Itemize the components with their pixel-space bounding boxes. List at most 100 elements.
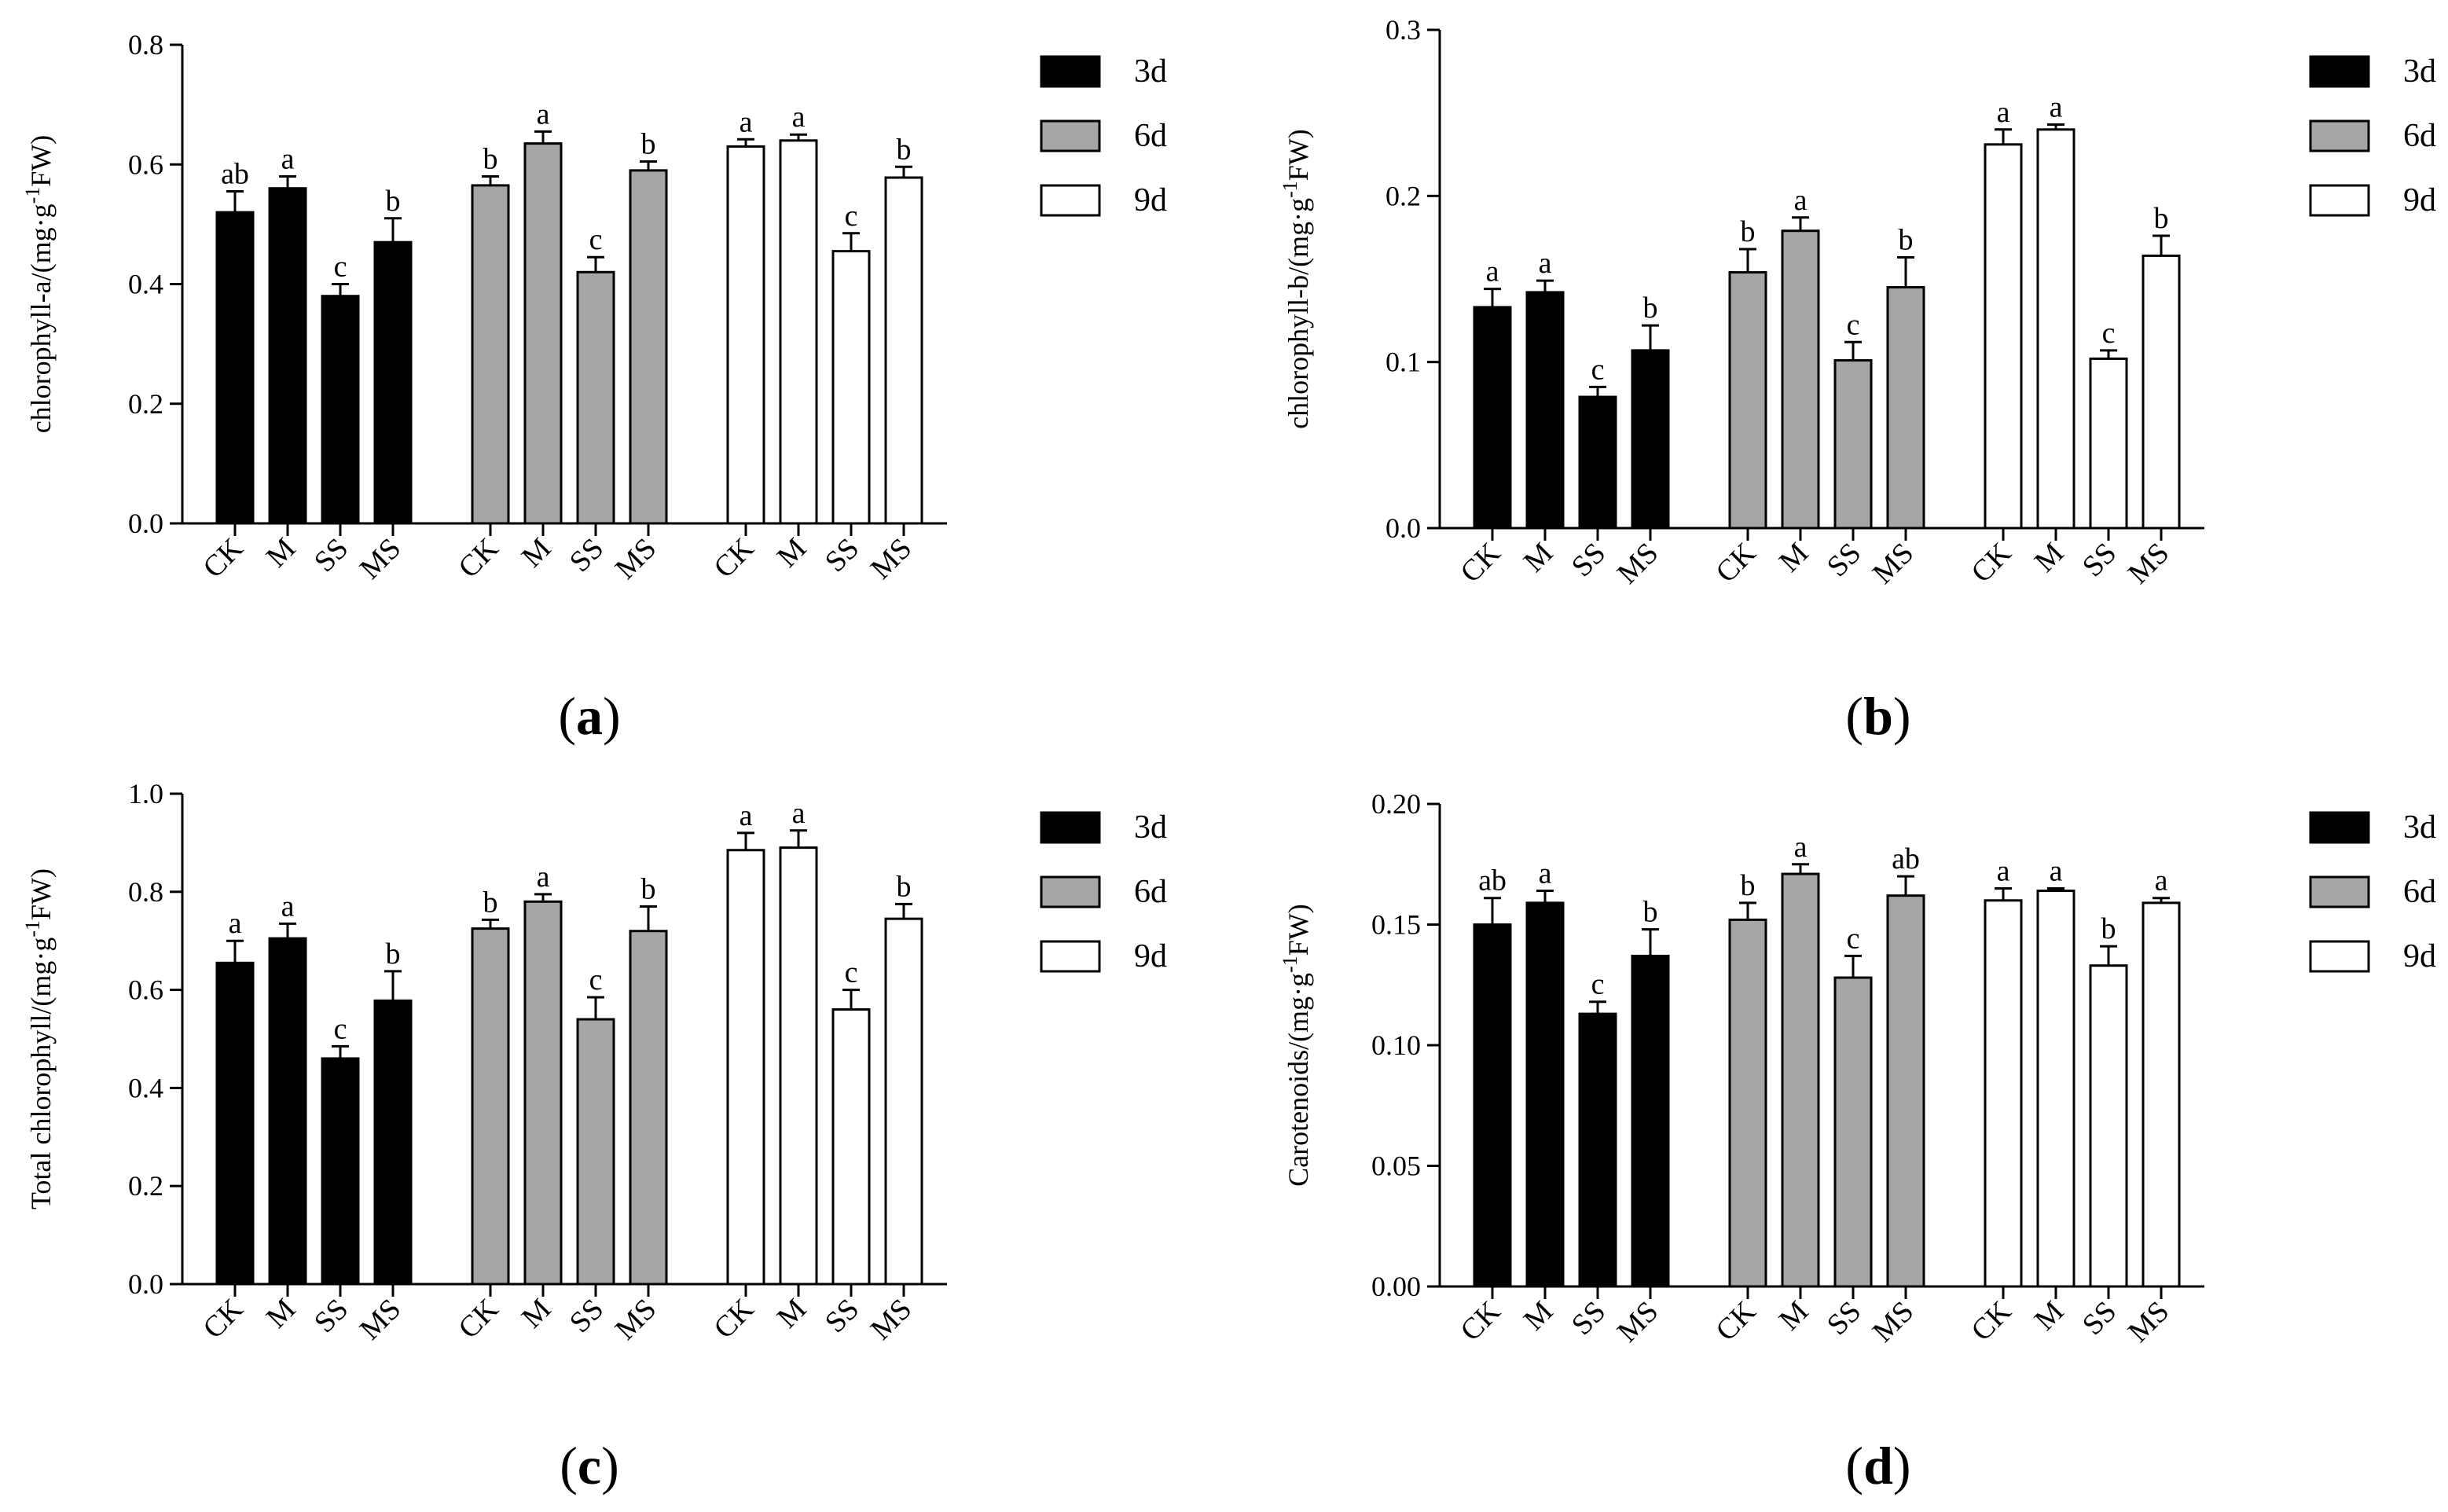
x-tick-label-b: MS	[1866, 537, 1921, 591]
bar-d-6d-M	[1781, 872, 1820, 1288]
x-tick-label-a: M	[260, 532, 303, 574]
significance-letter-d: a	[1794, 831, 1808, 864]
y-tick-label-c: 0.8	[128, 876, 163, 908]
legend-swatch-a-3d	[1040, 55, 1101, 88]
legend-label-b-6d: 6d	[2403, 118, 2436, 154]
x-tick-label-c: SS	[819, 1293, 866, 1340]
significance-letter-d: a	[2155, 864, 2168, 897]
x-tick-label-d: CK	[1965, 1294, 2017, 1347]
legend-swatch-d-9d	[2309, 940, 2370, 973]
x-tick-label-a: M	[771, 532, 813, 574]
significance-letter-d: c	[1847, 922, 1860, 955]
x-tick-label-d: M	[1518, 1295, 1560, 1338]
significance-letter-c: a	[281, 890, 295, 923]
significance-letter-d: b	[2101, 912, 2116, 945]
significance-letter-a: a	[537, 97, 550, 130]
bar-b-9d-SS	[2089, 357, 2128, 530]
legend-label-c-3d: 3d	[1134, 809, 1167, 846]
significance-letter-c: c	[589, 963, 603, 996]
x-tick-label-c: MS	[864, 1293, 919, 1347]
bar-d-6d-CK	[1728, 918, 1767, 1288]
chart-a-svg: 0.0 0.2 0.4 0.6 0.8 chlorophyll-a/(mg·g-1FW) a…	[21, 29, 1167, 586]
bar-a-6d-CK	[471, 184, 510, 525]
legend-label-c-9d: 9d	[1134, 938, 1167, 974]
significance-letter-d: a	[1539, 857, 1552, 890]
significance-letter-b: a	[1486, 255, 1499, 288]
significance-letter-b: b	[1899, 224, 1914, 257]
significance-letter-a: c	[589, 223, 603, 256]
x-tick-label-a: CK	[707, 531, 760, 584]
significance-letter-c: b	[386, 938, 401, 971]
bar-b-3d-CK	[1473, 306, 1512, 530]
significance-letter-a: b	[897, 133, 912, 166]
x-tick-label-a: SS	[819, 532, 866, 579]
bar-c-9d-CK	[726, 849, 765, 1286]
x-tick-label-b: CK	[1454, 536, 1507, 589]
panel-label-d: (d)	[1845, 1436, 1911, 1495]
y-tick-label-d: 0.15	[1371, 909, 1421, 941]
significance-letter-d: a	[2050, 854, 2063, 887]
x-tick-label-c: MS	[354, 1293, 408, 1347]
bar-d-9d-CK	[1984, 899, 2023, 1288]
x-tick-label-a: CK	[196, 531, 249, 584]
bar-b-9d-MS	[2142, 254, 2181, 530]
significance-letter-b: a	[1997, 96, 2010, 129]
x-tick-label-a: MS	[864, 532, 919, 586]
significance-letter-d: c	[1591, 968, 1605, 1001]
y-tick-label-a: 0.0	[128, 508, 163, 539]
significance-letter-a: a	[740, 105, 753, 138]
x-tick-label-c: SS	[563, 1293, 611, 1340]
y-tick-label-a: 0.8	[128, 29, 163, 61]
bar-d-3d-CK	[1473, 923, 1512, 1288]
significance-letter-d: b	[1741, 869, 1756, 902]
legend-swatch-d-6d	[2309, 875, 2370, 908]
x-tick-label-d: M	[1773, 1295, 1815, 1338]
significance-letter-c: b	[483, 886, 498, 919]
bar-c-3d-MS	[373, 999, 413, 1286]
x-tick-label-a: M	[516, 532, 558, 574]
x-tick-label-d: SS	[2076, 1295, 2123, 1342]
y-tick-label-d: 0.00	[1371, 1271, 1421, 1302]
x-tick-label-a: SS	[563, 532, 611, 579]
y-tick-label-a: 0.2	[128, 388, 163, 420]
y-axis-label-d: Carotenoids/(mg·g-1FW)	[1279, 904, 1314, 1187]
bar-c-6d-CK	[471, 927, 510, 1286]
x-tick-label-b: SS	[1565, 537, 1613, 584]
significance-letter-c: a	[537, 861, 550, 894]
bar-a-9d-M	[779, 139, 818, 525]
y-tick-label-c: 0.0	[128, 1268, 163, 1300]
chart-b-svg: 0.0 0.1 0.2 0.3 chlorophyll-b/(mg·g-1FW) a CK a…	[1279, 14, 2436, 591]
significance-letter-a: b	[641, 127, 656, 160]
legend-label-a-3d: 3d	[1134, 53, 1167, 90]
y-tick-label-c: 0.4	[128, 1072, 163, 1103]
bar-c-9d-MS	[884, 917, 923, 1286]
legend-swatch-c-3d	[1040, 811, 1101, 844]
bar-b-6d-CK	[1728, 271, 1767, 530]
y-tick-label-b: 0.0	[1385, 512, 1421, 544]
significance-letter-a: c	[334, 251, 347, 284]
significance-letter-a: b	[483, 142, 498, 175]
y-tick-label-a: 0.6	[128, 149, 163, 180]
y-tick-label-d: 0.10	[1371, 1029, 1421, 1061]
panel-label-b: (b)	[1845, 686, 1911, 746]
significance-letter-d: b	[1643, 896, 1658, 929]
legend-swatch-b-9d	[2309, 184, 2370, 217]
x-tick-label-b: SS	[1821, 537, 1868, 584]
legend-label-d-9d: 9d	[2403, 938, 2436, 974]
significance-letter-b: b	[2154, 202, 2169, 235]
significance-letter-c: b	[641, 873, 656, 906]
bar-b-6d-SS	[1833, 359, 1873, 530]
significance-letter-c: a	[740, 799, 753, 832]
legend-label-b-3d: 3d	[2403, 53, 2436, 90]
bar-c-6d-MS	[629, 930, 668, 1286]
y-tick-label-c: 0.6	[128, 974, 163, 1006]
legend-swatch-b-3d	[2309, 55, 2370, 88]
x-tick-label-b: M	[1518, 537, 1560, 579]
significance-letter-b: b	[1741, 215, 1756, 248]
chart-panel-d: 0.00 0.05 0.10 0.15 0.20 Carotenoids/(mg·g-1F…	[1226, 756, 2448, 1512]
chart-panel-c: 0.0 0.2 0.4 0.6 0.8 1.0 Total chlorophyll/(mg·…	[0, 756, 1226, 1512]
y-tick-label-d: 0.20	[1371, 788, 1421, 820]
x-tick-label-b: CK	[1965, 536, 2017, 589]
bar-d-6d-SS	[1833, 976, 1873, 1288]
bar-b-3d-SS	[1578, 395, 1617, 530]
